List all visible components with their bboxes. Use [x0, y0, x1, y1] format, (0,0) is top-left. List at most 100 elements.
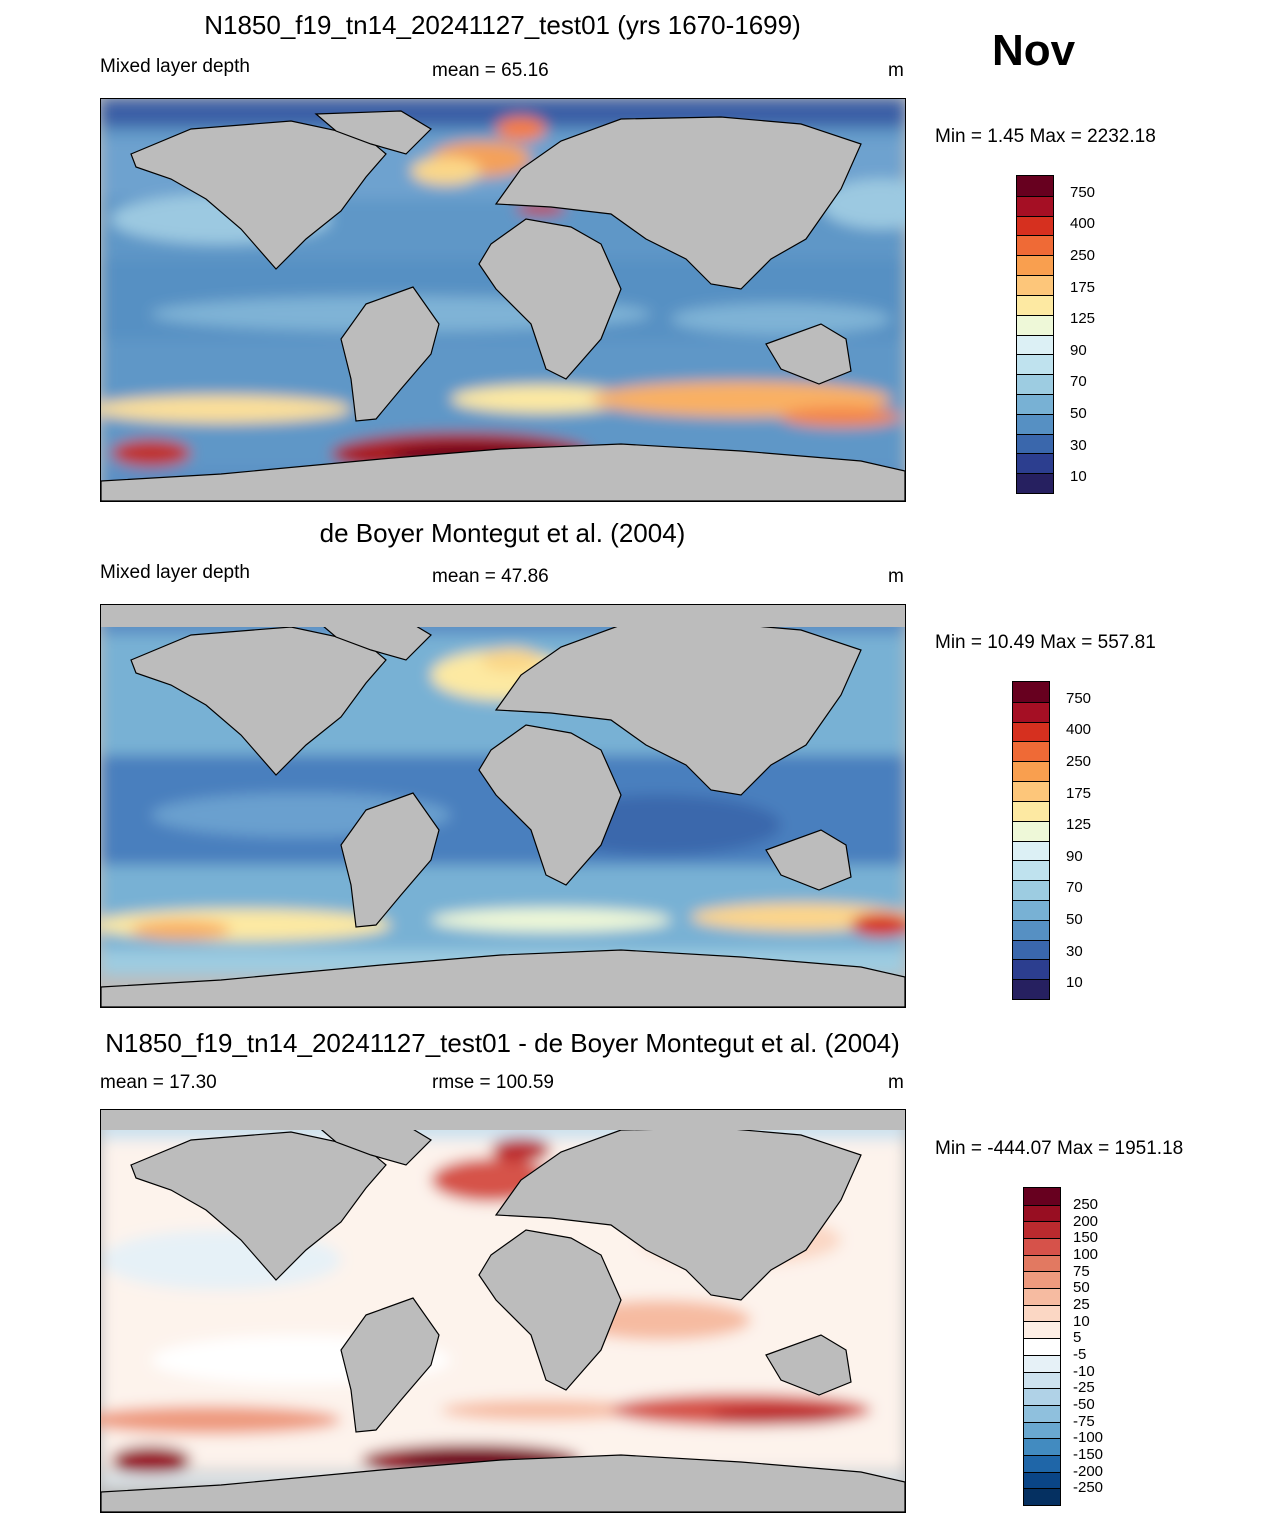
colorbar-swatch — [1024, 1271, 1060, 1289]
cbar1-label-250: 250 — [1070, 247, 1096, 264]
obs-mld-map — [100, 604, 906, 1008]
cbar3-label-9: -5 — [1073, 1346, 1087, 1363]
colorbar-swatch — [1013, 800, 1049, 821]
panel1-unit-label: m — [888, 60, 904, 81]
cbar3-label-8: 5 — [1073, 1329, 1082, 1346]
cbar1-label-30: 30 — [1070, 437, 1087, 454]
colorbar-swatch — [1013, 880, 1049, 900]
cbar2-label-125: 125 — [1066, 816, 1092, 833]
colorbar-swatch — [1013, 761, 1049, 782]
cbar3-label-12: -50 — [1073, 1396, 1095, 1413]
colorbar-swatch — [1024, 1221, 1060, 1239]
month-label: Nov — [992, 26, 1076, 75]
panel2-minmax: Min = 10.49 Max = 557.81 — [935, 632, 1156, 653]
colorbar-swatch — [1017, 195, 1053, 216]
panel1-colorbar-swatches — [1016, 175, 1054, 494]
colorbar-swatch — [1013, 741, 1049, 762]
colorbar-swatch — [1024, 1204, 1060, 1222]
cbar1-label-750: 750 — [1070, 184, 1096, 201]
cbar1-label-90: 90 — [1070, 342, 1087, 359]
colorbar-swatch — [1024, 1188, 1060, 1205]
cbar2-label-90: 90 — [1066, 848, 1083, 865]
colorbar-swatch — [1017, 354, 1053, 375]
colorbar-swatch — [1024, 1254, 1060, 1272]
colorbar-swatch — [1017, 393, 1053, 414]
colorbar-swatch — [1024, 1471, 1060, 1489]
colorbar-swatch — [1024, 1421, 1060, 1439]
colorbar-swatch — [1017, 334, 1053, 355]
colorbar-swatch — [1013, 860, 1049, 881]
cbar2-label-750: 750 — [1066, 690, 1092, 707]
colorbar-swatch — [1013, 781, 1049, 801]
cbar3-label-6: 25 — [1073, 1296, 1090, 1313]
cbar3-label-16: -200 — [1073, 1463, 1104, 1480]
cbar3-label-4: 75 — [1073, 1263, 1090, 1280]
panel2-colorbar-swatches — [1012, 681, 1050, 1000]
colorbar-swatch — [1024, 1371, 1060, 1389]
cbar1-label-50: 50 — [1070, 405, 1087, 422]
cbar3-label-5: 50 — [1073, 1279, 1090, 1296]
cbar3-label-14: -100 — [1073, 1429, 1104, 1446]
cbar2-label-175: 175 — [1066, 785, 1092, 802]
colorbar-swatch — [1013, 899, 1049, 920]
colorbar-swatch — [1013, 939, 1049, 960]
colorbar-swatch — [1013, 701, 1049, 722]
model-mld-map — [100, 98, 906, 502]
colorbar-swatch — [1017, 215, 1053, 236]
cbar3-label-13: -75 — [1073, 1413, 1095, 1430]
colorbar-swatch — [1013, 682, 1049, 702]
colorbar-swatch — [1017, 453, 1053, 474]
colorbar-swatch — [1024, 1388, 1060, 1405]
panel1-mean-label: mean = 65.16 — [432, 60, 549, 81]
panel2-unit-label: m — [888, 566, 904, 587]
panel3-title: N1850_f19_tn14_20241127_test01 - de Boye… — [105, 1028, 900, 1058]
colorbar-swatch — [1013, 979, 1049, 999]
colorbar-swatch — [1024, 1488, 1060, 1505]
cbar3-label-11: -25 — [1073, 1379, 1095, 1396]
colorbar-swatch — [1013, 840, 1049, 861]
colorbar-swatch — [1024, 1238, 1060, 1255]
colorbar-swatch — [1017, 374, 1053, 394]
panel2-left-label: Mixed layer depth — [100, 562, 250, 583]
panel1-minmax: Min = 1.45 Max = 2232.18 — [935, 126, 1156, 147]
colorbar-swatch — [1024, 1304, 1060, 1322]
colorbar-swatch — [1013, 919, 1049, 940]
cbar1-label-400: 400 — [1070, 215, 1096, 232]
colorbar-swatch — [1017, 294, 1053, 315]
colorbar-swatch — [1024, 1454, 1060, 1472]
panel3-minmax: Min = -444.07 Max = 1951.18 — [935, 1138, 1184, 1159]
panel3-rmse-label: rmse = 100.59 — [432, 1072, 554, 1093]
cbar3-label-7: 10 — [1073, 1313, 1090, 1330]
cbar2-label-400: 400 — [1066, 721, 1092, 738]
panel1-title: N1850_f19_tn14_20241127_test01 (yrs 1670… — [204, 10, 801, 40]
panel3-mean-label: mean = 17.30 — [100, 1072, 217, 1093]
colorbar-swatch — [1024, 1321, 1060, 1339]
colorbar-swatch — [1017, 275, 1053, 295]
colorbar-swatch — [1017, 314, 1053, 335]
cbar3-label-2: 150 — [1073, 1229, 1099, 1246]
colorbar-swatch — [1024, 1338, 1060, 1355]
cbar1-label-10: 10 — [1070, 468, 1087, 485]
cbar1-label-125: 125 — [1070, 310, 1096, 327]
colorbar-swatch — [1017, 473, 1053, 493]
cbar1-label-175: 175 — [1070, 279, 1096, 296]
cbar2-label-30: 30 — [1066, 943, 1083, 960]
difference-map — [100, 1109, 906, 1513]
colorbar-swatch — [1017, 413, 1053, 434]
cbar2-label-70: 70 — [1066, 879, 1083, 896]
colorbar-swatch — [1013, 721, 1049, 742]
cbar3-label-15: -150 — [1073, 1446, 1104, 1463]
cbar3-label-1: 200 — [1073, 1213, 1099, 1230]
colorbar-swatch — [1013, 959, 1049, 980]
colorbar-swatch — [1017, 235, 1053, 256]
colorbar-swatch — [1024, 1438, 1060, 1455]
colorbar-swatch — [1024, 1354, 1060, 1372]
cbar2-label-10: 10 — [1066, 974, 1083, 991]
panel3-unit-label: m — [888, 1072, 904, 1093]
colorbar-swatch — [1017, 433, 1053, 454]
cbar3-label-0: 250 — [1073, 1196, 1099, 1213]
cbar2-label-50: 50 — [1066, 911, 1083, 928]
cbar3-label-17: -250 — [1073, 1479, 1104, 1496]
panel1-left-label: Mixed layer depth — [100, 56, 250, 77]
panel2-mean-label: mean = 47.86 — [432, 566, 549, 587]
